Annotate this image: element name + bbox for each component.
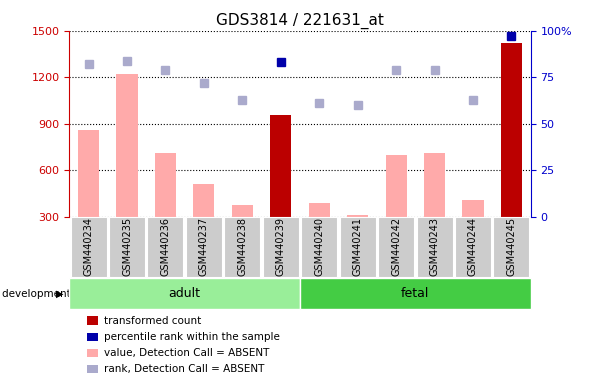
Bar xyxy=(232,205,253,217)
Bar xyxy=(347,215,368,217)
Bar xyxy=(78,130,99,217)
Text: transformed count: transformed count xyxy=(104,316,201,326)
Text: fetal: fetal xyxy=(401,287,429,300)
Bar xyxy=(385,155,406,217)
Text: GSM440243: GSM440243 xyxy=(429,217,440,276)
Bar xyxy=(463,200,484,217)
Text: GSM440237: GSM440237 xyxy=(199,217,209,276)
Text: percentile rank within the sample: percentile rank within the sample xyxy=(104,332,280,342)
Bar xyxy=(424,153,445,217)
Bar xyxy=(194,184,215,217)
Bar xyxy=(116,74,137,217)
Bar xyxy=(155,153,176,217)
Text: rank, Detection Call = ABSENT: rank, Detection Call = ABSENT xyxy=(104,364,265,374)
Text: GSM440245: GSM440245 xyxy=(507,217,516,276)
Bar xyxy=(270,114,291,217)
Text: GSM440236: GSM440236 xyxy=(160,217,171,276)
Text: GSM440241: GSM440241 xyxy=(353,217,362,276)
Text: GSM440244: GSM440244 xyxy=(468,217,478,276)
Text: GSM440240: GSM440240 xyxy=(314,217,324,276)
Text: ▶: ▶ xyxy=(56,289,63,299)
Text: adult: adult xyxy=(169,287,201,300)
Title: GDS3814 / 221631_at: GDS3814 / 221631_at xyxy=(216,13,384,29)
Text: GSM440242: GSM440242 xyxy=(391,217,401,276)
Text: GSM440234: GSM440234 xyxy=(84,217,93,276)
Text: GSM440239: GSM440239 xyxy=(276,217,286,276)
Text: GSM440235: GSM440235 xyxy=(122,217,132,276)
Bar xyxy=(309,203,330,217)
Text: value, Detection Call = ABSENT: value, Detection Call = ABSENT xyxy=(104,348,270,358)
Text: GSM440238: GSM440238 xyxy=(238,217,247,276)
Text: development stage: development stage xyxy=(2,289,103,299)
Bar xyxy=(501,43,522,217)
